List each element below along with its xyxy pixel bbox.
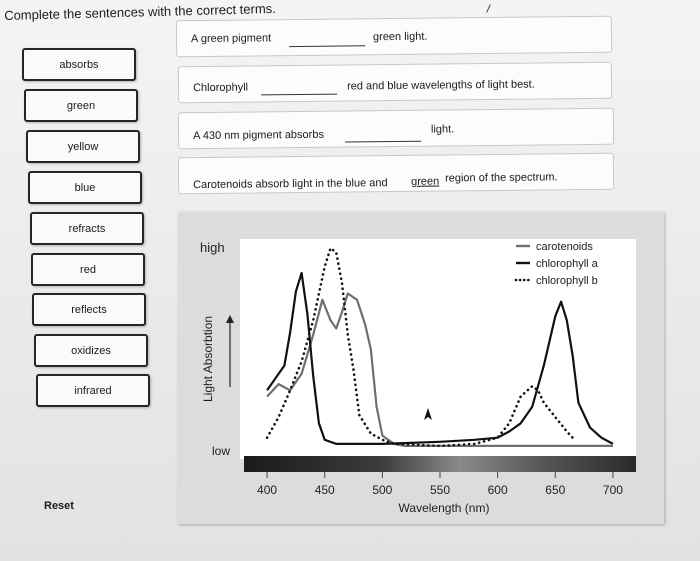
sentence-1-before: A green pigment <box>190 32 272 46</box>
x-tick-label: 700 <box>603 483 623 497</box>
x-tick-label: 600 <box>488 483 508 497</box>
word-label: green <box>66 99 96 112</box>
word-label: refracts <box>68 222 106 235</box>
legend-label: chlorophyll a <box>536 258 599 270</box>
series-line-chlorophyll-a <box>266 271 614 445</box>
sentence-box-4: Carotenoids absorb light in the blue and… <box>177 152 615 195</box>
y-high-label: high <box>200 240 225 255</box>
sentence-3-after: light. <box>430 123 455 136</box>
word-bank-item-oxidizes[interactable]: oxidizes <box>34 334 148 367</box>
y-axis-arrow-head <box>226 315 234 323</box>
sentence-box-1: A green pigment green light. <box>175 15 613 58</box>
mouse-pointer-icon <box>424 408 432 420</box>
chart-legend: carotenoids chlorophyll a chlorophyll b <box>514 241 599 287</box>
word-label: blue <box>74 181 96 194</box>
word-label: absorbs <box>59 58 99 71</box>
spectrum-bar <box>244 456 636 472</box>
word-label: yellow <box>67 140 99 153</box>
sentence-4-filled-word[interactable]: green <box>411 175 440 188</box>
sentence-2-after: red and blue wavelengths of light best. <box>346 78 535 93</box>
series-line-carotenoids <box>266 292 613 447</box>
word-label: red <box>80 263 96 276</box>
word-bank-item-absorbs[interactable]: absorbs <box>22 48 136 81</box>
x-axis-label: Wavelength (nm) <box>399 501 490 515</box>
sentence-4-before: Carotenoids absorb light in the blue and <box>193 177 388 192</box>
word-bank-item-red[interactable]: red <box>31 253 145 286</box>
y-axis-label: Light Absorbtion <box>201 316 215 402</box>
absorption-curves <box>265 246 614 448</box>
sentence-2-blank[interactable] <box>261 93 338 96</box>
word-label: oxidizes <box>71 344 111 357</box>
x-tick-label: 500 <box>372 483 392 497</box>
word-bank-item-reflects[interactable]: reflects <box>32 293 146 326</box>
word-label: infrared <box>74 384 112 397</box>
sentence-1-blank[interactable] <box>289 45 366 48</box>
sentence-3-blank[interactable] <box>345 140 422 143</box>
word-bank-item-green[interactable]: green <box>24 89 138 122</box>
word-label: reflects <box>71 303 107 316</box>
absorption-spectrum-chart: high low Light Absorbtion 400 450 500 550 60… <box>200 239 636 515</box>
word-bank-item-yellow[interactable]: yellow <box>26 130 140 163</box>
x-tick-label: 650 <box>545 483 565 497</box>
legend-label: carotenoids <box>536 241 593 253</box>
x-tick-label: 400 <box>257 483 277 497</box>
y-low-label: low <box>212 444 230 458</box>
x-tick-label: 450 <box>315 483 335 497</box>
plot-area <box>240 239 636 459</box>
sentence-4-after: region of the spectrum. <box>444 171 558 185</box>
reset-button[interactable]: Reset <box>44 500 74 512</box>
x-tick-label: 550 <box>430 483 450 497</box>
sentence-box-3: A 430 nm pigment absorbs light. <box>177 107 615 150</box>
x-tick-labels: 400 450 500 550 600 650 700 <box>257 472 623 497</box>
absorption-chart-panel: high low Light Absorbtion 400 450 500 550 60… <box>178 212 664 524</box>
legend-label: chlorophyll b <box>536 275 598 287</box>
word-bank-item-blue[interactable]: blue <box>28 171 142 204</box>
sentence-box-2: Chlorophyll red and blue wavelengths of … <box>177 61 613 104</box>
sentence-1-after: green light. <box>372 30 428 44</box>
word-bank-item-refracts[interactable]: refracts <box>30 212 144 245</box>
sentence-2-before: Chlorophyll <box>192 81 249 95</box>
word-bank-item-infrared[interactable]: infrared <box>36 374 150 407</box>
sentence-3-before: A 430 nm pigment absorbs <box>193 128 324 143</box>
